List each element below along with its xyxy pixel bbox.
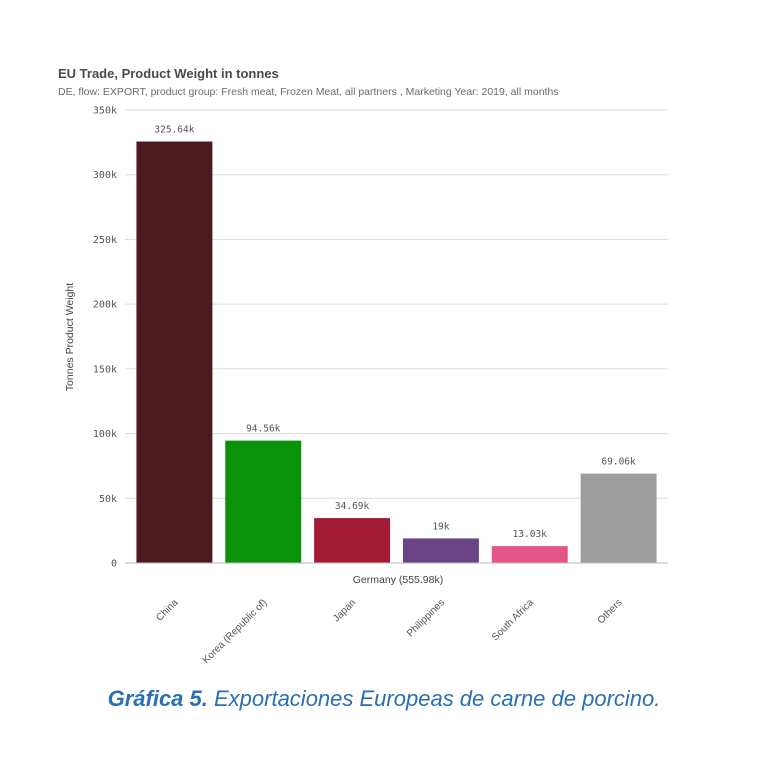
- bar-0: [136, 141, 213, 563]
- data-label: 69.06k: [601, 457, 636, 468]
- figure-caption: Gráfica 5. Exportaciones Europeas de car…: [0, 686, 768, 712]
- category-label: Korea (Republic of): [201, 597, 270, 666]
- y-axis-label: Tonnes Product Weight: [64, 283, 76, 391]
- y-tick-label: 0: [111, 559, 117, 570]
- y-tick-label: 250k: [93, 235, 117, 246]
- chart-title: EU Trade, Product Weight in tonnes: [58, 66, 279, 81]
- y-tick-label: 150k: [93, 364, 117, 375]
- caption-number: Gráfica 5.: [107, 686, 208, 711]
- caption-text: Exportaciones Europeas de carne de porci…: [207, 686, 661, 711]
- bar-2: [314, 518, 391, 563]
- category-labels: China Korea (Republic of) Japan Philippines…: [154, 597, 624, 666]
- bars: [136, 141, 657, 563]
- bar-1: [225, 440, 302, 563]
- bar-4: [491, 546, 568, 563]
- category-label: Philippines: [405, 597, 447, 639]
- chart: EU Trade, Product Weight in tonnes DE, f…: [58, 66, 668, 666]
- category-label: South Africa: [490, 597, 536, 643]
- x-axis-label: Germany (555.98k): [353, 574, 443, 586]
- y-tick-label: 50k: [99, 494, 117, 505]
- y-axis-ticks: 0 50k 100k 150k 200k 250k 300k 350k: [93, 106, 117, 570]
- category-label: Japan: [331, 597, 358, 624]
- data-label: 34.69k: [335, 501, 370, 512]
- y-tick-label: 350k: [93, 106, 117, 117]
- y-tick-label: 200k: [93, 300, 117, 311]
- bar-5: [580, 473, 657, 563]
- y-tick-label: 100k: [93, 429, 117, 440]
- y-tick-label: 300k: [93, 170, 117, 181]
- data-label: 19k: [432, 521, 449, 532]
- data-label: 325.64k: [154, 125, 194, 136]
- category-label: China: [154, 597, 181, 624]
- category-label: Others: [596, 597, 625, 626]
- grid-lines: [125, 109, 668, 499]
- bar-3: [402, 538, 479, 563]
- data-label: 13.03k: [513, 529, 548, 540]
- chart-subtitle: DE, flow: EXPORT, product group: Fresh m…: [58, 86, 559, 98]
- data-labels: 325.64k 94.56k 34.69k 19k 13.03k 69.06k: [154, 125, 636, 541]
- data-label: 94.56k: [246, 424, 281, 435]
